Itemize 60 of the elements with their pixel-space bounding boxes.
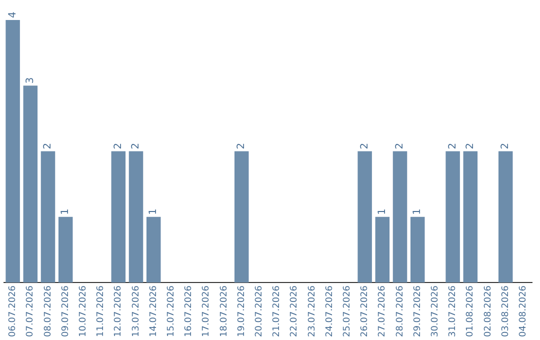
x-tick-label: 10.07.2026 [78, 285, 89, 337]
x-tick-label: 04.08.2026 [518, 285, 529, 337]
x-tick-label: 18.07.2026 [219, 285, 230, 337]
x-tick-label: 06.07.2026 [8, 285, 18, 337]
bar [128, 151, 144, 282]
bar [358, 151, 372, 282]
x-tick-label: 28.07.2026 [395, 285, 406, 337]
x-tick-label: 15.07.2026 [166, 285, 177, 337]
data-label: 2 [112, 142, 124, 150]
bar [6, 20, 20, 282]
x-tick-label: 29.07.2026 [412, 285, 423, 337]
data-label: 1 [60, 208, 72, 215]
bar [498, 151, 513, 282]
data-label: 2 [359, 142, 370, 150]
x-tick-label: 24.07.2026 [324, 285, 335, 337]
data-label: 2 [447, 142, 458, 150]
bar [375, 216, 390, 282]
x-tick-label: 14.07.2026 [148, 285, 159, 337]
bar [58, 216, 73, 282]
x-tick-label: 03.08.2026 [500, 285, 511, 337]
x-tick-label: 02.08.2026 [483, 285, 494, 337]
x-tick-label: 27.07.2026 [378, 285, 388, 337]
data-label: 2 [464, 142, 476, 150]
x-tick-label: 31.07.2026 [448, 285, 458, 337]
x-tick-label: 22.07.2026 [290, 285, 300, 337]
data-label: 2 [236, 142, 248, 150]
data-label: 2 [394, 142, 406, 150]
x-tick-label: 17.07.2026 [202, 285, 212, 337]
x-tick-label: 07.07.2026 [26, 285, 36, 337]
bar [410, 216, 425, 282]
bar [446, 151, 460, 282]
x-tick-label: 25.07.2026 [342, 285, 353, 337]
bar [392, 151, 408, 282]
data-label: 2 [500, 142, 512, 150]
data-label: 3 [24, 77, 36, 84]
bar [463, 151, 478, 282]
x-tick-label: 19.07.2026 [236, 285, 247, 337]
bar [234, 151, 249, 282]
x-tick-label: 13.07.2026 [131, 285, 142, 337]
bar [23, 86, 38, 282]
x-tick-label: 21.07.2026 [272, 285, 282, 337]
bar [40, 151, 56, 282]
data-label: 1 [376, 208, 388, 215]
x-tick-label: 11.07.2026 [96, 285, 106, 337]
x-tick-label: 20.07.2026 [254, 285, 265, 337]
x-tick-label: 09.07.2026 [60, 285, 71, 337]
bar [146, 216, 161, 282]
bar [111, 151, 126, 282]
data-label: 1 [412, 208, 424, 215]
x-tick-label: 30.07.2026 [430, 285, 441, 337]
x-tick-label: 08.07.2026 [43, 285, 54, 337]
data-label: 2 [130, 142, 142, 150]
x-tick-label: 16.07.2026 [184, 285, 194, 337]
data-label: 2 [42, 142, 54, 150]
x-tick-label: 23.07.2026 [307, 285, 318, 337]
x-tick-label: 26.07.2026 [360, 285, 370, 337]
x-tick-label: 01.08.2026 [466, 285, 476, 337]
data-label: 1 [148, 208, 160, 215]
x-tick-label: 12.07.2026 [114, 285, 124, 337]
data-label: 4 [7, 12, 18, 18]
